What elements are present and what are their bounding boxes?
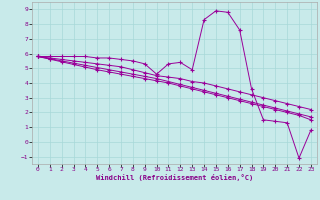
X-axis label: Windchill (Refroidissement éolien,°C): Windchill (Refroidissement éolien,°C) bbox=[96, 174, 253, 181]
